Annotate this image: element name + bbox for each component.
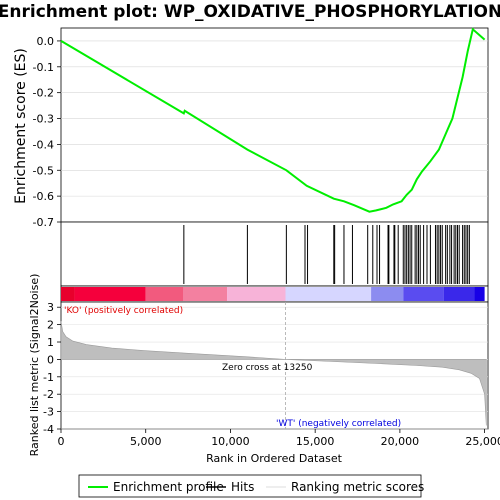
- es-tick-label: -0.5: [33, 164, 54, 177]
- x-tick-label: 20,000: [381, 435, 420, 448]
- metric-y-ticks: 3 2 1 0 -1 -2 -3 -4: [43, 301, 61, 436]
- heatmap-segment: [371, 287, 404, 301]
- es-tick-label: -0.4: [33, 138, 54, 151]
- es-y-axis-label: Enrichment score (ES): [13, 48, 29, 204]
- es-tick-label: -0.6: [33, 190, 54, 203]
- x-axis-label: Rank in Ordered Dataset: [206, 452, 343, 465]
- x-tick-label: 5,000: [130, 435, 162, 448]
- es-tick-label: -0.3: [33, 113, 54, 126]
- heatmap-segment: [443, 287, 475, 301]
- es-tick-label: 0.0: [37, 35, 55, 48]
- metric-tick-label: 3: [47, 301, 54, 314]
- negative-correlation-label: 'WT' (negatively correlated): [276, 419, 401, 429]
- es-tick-label: -0.2: [33, 87, 54, 100]
- zero-cross-label: Zero cross at 13250: [222, 363, 313, 373]
- heatmap-segment: [61, 287, 75, 301]
- metric-tick-label: -3: [43, 406, 54, 419]
- legend-box: [78, 474, 422, 498]
- metric-tick-label: 1: [47, 336, 54, 349]
- legend-label: Hits: [231, 480, 254, 494]
- heatmap-segment: [403, 287, 444, 301]
- ranking-metric-area: [60, 321, 487, 426]
- legend-label: Enrichment profile: [113, 480, 224, 494]
- legend: Enrichment profile Hits Ranking metric sco…: [88, 480, 424, 494]
- heatmap-segment: [227, 287, 286, 301]
- es-tick-label: -0.1: [33, 61, 54, 74]
- metric-tick-label: 0: [47, 353, 54, 366]
- heatmap-segment: [474, 287, 485, 301]
- chart-title: Enrichment plot: WP_OXIDATIVE_PHOSPHORYL…: [0, 2, 500, 22]
- heatmap-segment: [183, 287, 228, 301]
- heatmap-segment: [74, 287, 146, 301]
- metric-y-axis-label: Ranked list metric (Signal2Noise): [28, 274, 41, 457]
- es-tick-label: -0.7: [33, 216, 54, 229]
- es-panel: [60, 27, 489, 223]
- x-tick-label: 10,000: [211, 435, 250, 448]
- positive-correlation-label: 'KO' (positively correlated): [64, 306, 183, 316]
- x-tick-label: 0: [58, 435, 65, 448]
- es-y-ticks: 0.0 -0.1 -0.2 -0.3 -0.4 -0.5 -0.6 -0.7: [33, 35, 61, 229]
- metric-tick-label: -2: [43, 388, 54, 401]
- legend-label: Ranking metric scores: [291, 480, 424, 494]
- metric-tick-label: 2: [47, 319, 54, 332]
- heatmap-segment: [285, 287, 372, 301]
- metric-tick-label: -4: [43, 423, 54, 436]
- es-gridlines: [61, 40, 488, 223]
- heatmap-segment: [145, 287, 183, 301]
- x-tick-label: 25,000: [465, 435, 500, 448]
- metric-tick-label: -1: [43, 371, 54, 384]
- x-tick-label: 15,000: [296, 435, 335, 448]
- enrichment-profile-line: [60, 27, 486, 213]
- metric-x-ticks: 0 5,000 10,000 15,000 20,000 25,000: [58, 429, 500, 448]
- ranking-heatmap-bar: [61, 287, 485, 301]
- hits-markers: [183, 225, 470, 284]
